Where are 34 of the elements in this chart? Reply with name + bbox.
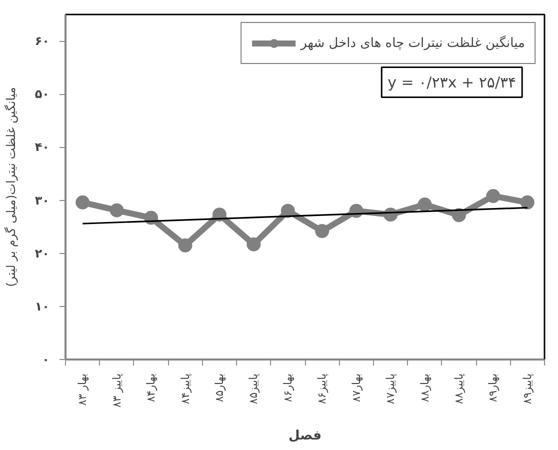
- y-tick-label: ۶۰: [34, 34, 50, 48]
- x-tick-label: بهار ۸۳: [76, 373, 90, 406]
- point: [520, 195, 534, 210]
- x-tick-label: پاییز۸۵: [247, 373, 260, 404]
- point: [280, 204, 295, 218]
- y-tick-label: ۰: [42, 352, 50, 366]
- point: [418, 198, 432, 212]
- annotation: y = ۰/۲۳x + ۲۵/۳۴: [388, 73, 516, 92]
- x-tick-label: بهار۸۹: [486, 373, 500, 402]
- x-tick-label: پاییز ۸۳: [110, 373, 124, 408]
- point: [486, 189, 500, 204]
- x-tick-label: بهار۸۶: [281, 373, 294, 402]
- x-tick-label: بهار۸۵: [212, 373, 226, 402]
- x-tick-label: پاییز۸۷: [384, 373, 398, 404]
- x-axis-title: فصل: [288, 428, 322, 444]
- x-tick-label: بهار۸۸: [418, 373, 432, 402]
- point: [110, 203, 124, 218]
- point: [315, 224, 330, 238]
- y-axis-title: میانگین غلظت نیترات(میلی گرم بر لیتر): [4, 87, 18, 287]
- point: [178, 238, 192, 252]
- legend-label: میانگین غلظت نیترات چاه های داخل شهر: [300, 36, 525, 50]
- x-tick-label: پاییز۸۴: [178, 373, 192, 404]
- y-tick-label: ۵۰: [34, 87, 50, 102]
- y-tick-label: ۴۰: [34, 140, 50, 154]
- y-tick-label: ۲۰: [34, 246, 50, 260]
- x-tick-label: پاییز۸۹: [520, 373, 534, 404]
- x-tick-label: بهار۸۷: [350, 373, 363, 402]
- x-tick-label: بهار۸۴: [144, 373, 158, 402]
- x-tick-label: پاییز۸۶: [316, 373, 329, 404]
- point: [76, 195, 90, 210]
- point: [246, 237, 261, 252]
- x-tick-label: پاییز۸۸: [452, 373, 466, 404]
- y-tick-label: ۳۰: [34, 193, 50, 208]
- y-tick-label: ۱۰: [34, 299, 50, 314]
